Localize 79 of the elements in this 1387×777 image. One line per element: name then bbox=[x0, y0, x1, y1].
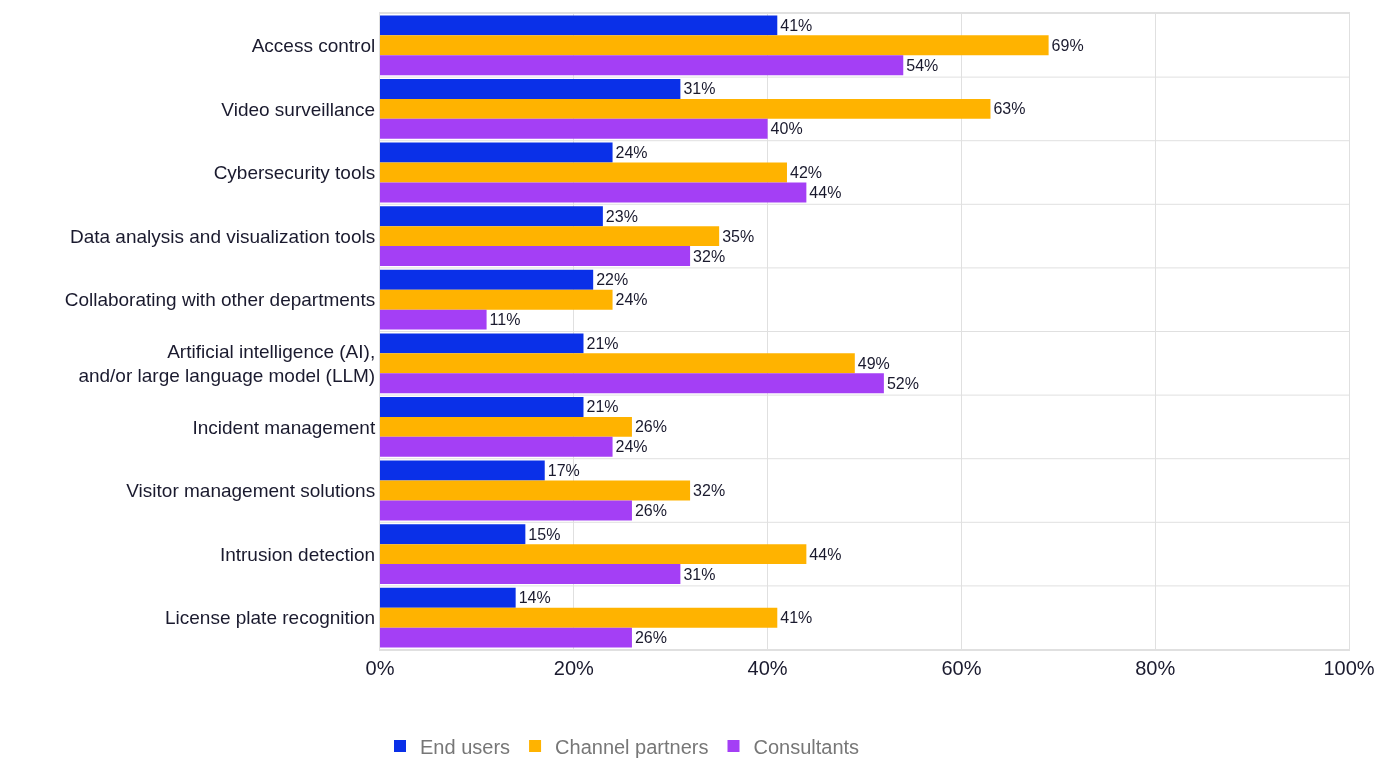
data-label: 40% bbox=[770, 120, 803, 138]
bar bbox=[380, 55, 904, 76]
bar bbox=[380, 269, 594, 290]
data-label: 41% bbox=[780, 16, 813, 34]
bar bbox=[380, 524, 526, 545]
bar bbox=[380, 333, 584, 354]
bar bbox=[380, 460, 545, 481]
data-label: 11% bbox=[489, 311, 521, 329]
data-label: 17% bbox=[547, 462, 580, 480]
data-label: 31% bbox=[683, 80, 716, 98]
bar bbox=[380, 309, 487, 330]
bar bbox=[380, 142, 613, 163]
data-label: 14% bbox=[518, 589, 551, 607]
data-label: 26% bbox=[634, 629, 667, 647]
data-label: 21% bbox=[586, 398, 619, 416]
legend-label: End users bbox=[420, 735, 511, 758]
bar bbox=[380, 416, 632, 437]
bar bbox=[380, 480, 691, 501]
bar bbox=[380, 118, 768, 139]
bar bbox=[380, 607, 778, 628]
data-label: 26% bbox=[634, 418, 667, 436]
bar bbox=[380, 587, 516, 608]
bar bbox=[380, 500, 632, 521]
data-label: 26% bbox=[634, 501, 667, 519]
y-tick-label: Video surveillance bbox=[221, 98, 376, 120]
y-tick-label: License plate recognition bbox=[165, 607, 376, 629]
data-label: 32% bbox=[693, 482, 726, 499]
bar bbox=[380, 373, 884, 394]
bar bbox=[380, 162, 787, 183]
bar bbox=[380, 564, 681, 584]
bar bbox=[380, 226, 720, 247]
bar bbox=[380, 98, 991, 119]
data-label: 44% bbox=[809, 545, 842, 563]
legend-label: Consultants bbox=[753, 735, 860, 758]
x-tick-label: 80% bbox=[1135, 657, 1176, 679]
data-label: 35% bbox=[722, 227, 755, 245]
y-tick-label: Artificial intelligence (AI), and/or large language model (LLM) bbox=[78, 340, 376, 387]
data-label: 41% bbox=[780, 609, 813, 627]
data-label: 54% bbox=[906, 56, 939, 74]
bar bbox=[380, 397, 584, 417]
y-tick-label: Visitor management solutions bbox=[126, 480, 376, 502]
x-tick-label: 100% bbox=[1323, 657, 1375, 679]
bar bbox=[380, 182, 807, 203]
x-tick-label: 60% bbox=[941, 657, 982, 679]
y-tick-label: Data analysis and visualization tools bbox=[69, 225, 376, 247]
data-label: 15% bbox=[528, 525, 561, 543]
data-label: 22% bbox=[596, 271, 629, 289]
x-tick-label: 40% bbox=[747, 657, 788, 679]
data-label: 69% bbox=[1051, 36, 1084, 54]
legend-label: Channel partners bbox=[555, 735, 709, 758]
data-label: 42% bbox=[789, 164, 823, 181]
data-label: 24% bbox=[615, 291, 648, 309]
bar bbox=[380, 206, 603, 227]
data-label: 24% bbox=[615, 144, 648, 162]
data-label: 21% bbox=[586, 334, 619, 352]
data-label: 24% bbox=[615, 438, 648, 456]
data-label: 31% bbox=[683, 565, 716, 583]
y-tick-label: Incident management bbox=[192, 416, 376, 438]
data-label: 32% bbox=[693, 247, 726, 265]
bar bbox=[380, 627, 632, 648]
bar bbox=[380, 79, 681, 99]
x-tick-label: 0% bbox=[365, 657, 395, 679]
bar bbox=[380, 289, 613, 310]
data-label: 63% bbox=[993, 100, 1026, 118]
y-tick-label: Intrusion detection bbox=[219, 543, 376, 565]
bar bbox=[380, 353, 855, 374]
data-label: 49% bbox=[857, 354, 890, 372]
bar bbox=[380, 246, 691, 266]
data-label: 52% bbox=[886, 374, 919, 392]
y-tick-label: Access control bbox=[251, 34, 376, 56]
y-tick-label: Collaborating with other departments bbox=[64, 289, 376, 311]
y-tick-label: Cybersecurity tools bbox=[213, 162, 376, 184]
bar bbox=[380, 436, 613, 457]
bar bbox=[380, 15, 778, 36]
bar bbox=[380, 544, 807, 565]
x-tick-label: 20% bbox=[553, 657, 595, 679]
data-label: 44% bbox=[809, 183, 842, 201]
bar bbox=[380, 35, 1049, 56]
data-label: 23% bbox=[605, 207, 638, 225]
